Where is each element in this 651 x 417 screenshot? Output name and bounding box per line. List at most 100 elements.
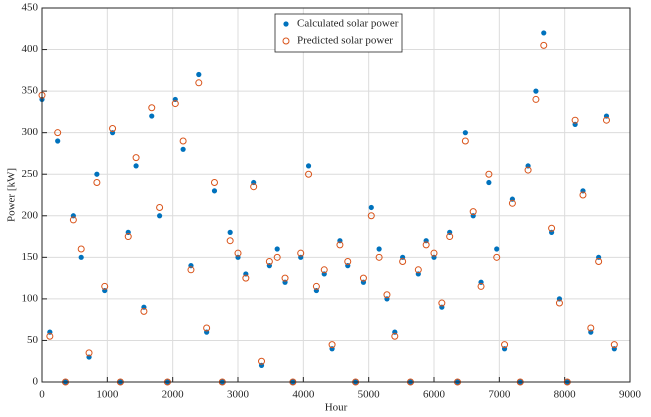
point: [132, 154, 140, 162]
point: [359, 274, 367, 282]
point: [156, 203, 164, 211]
point: [305, 163, 312, 169]
point: [579, 191, 587, 199]
legend-marker: [282, 37, 290, 45]
point: [610, 341, 618, 349]
point: [414, 266, 422, 274]
point: [297, 249, 305, 257]
x-tick-label: 7000: [488, 389, 511, 401]
point: [344, 257, 352, 265]
point: [422, 241, 430, 249]
point: [265, 257, 273, 265]
y-tick-label: 100: [22, 292, 39, 304]
point: [524, 166, 532, 174]
point: [376, 246, 382, 252]
point: [533, 88, 539, 94]
point: [320, 266, 328, 274]
point: [77, 245, 85, 253]
point: [148, 104, 156, 112]
point: [367, 212, 375, 220]
point: [85, 349, 93, 357]
y-tick-label: 300: [22, 126, 39, 138]
point: [210, 179, 218, 187]
point: [469, 208, 477, 216]
point: [226, 237, 234, 245]
point: [312, 282, 320, 290]
point: [462, 130, 468, 136]
point: [78, 254, 84, 260]
point: [461, 137, 469, 145]
point: [602, 116, 610, 124]
y-tick-label: 150: [22, 251, 39, 263]
y-tick-label: 250: [22, 168, 39, 180]
point: [493, 253, 501, 261]
point: [149, 113, 155, 119]
point: [571, 116, 579, 124]
point: [124, 233, 132, 241]
point: [485, 170, 493, 178]
point: [305, 170, 313, 178]
point: [171, 100, 179, 108]
x-tick-label: 3000: [227, 389, 250, 401]
point: [541, 30, 547, 36]
point: [69, 216, 77, 224]
legend-label: Calculated solar power: [297, 18, 399, 30]
point: [274, 246, 280, 252]
point: [336, 241, 344, 249]
point: [179, 137, 187, 145]
point: [486, 179, 492, 186]
point: [94, 171, 100, 177]
point: [587, 324, 595, 332]
x-tick-label: 8000: [554, 389, 577, 401]
point: [196, 71, 202, 78]
point: [383, 291, 391, 299]
point: [555, 299, 563, 307]
x-axis-label: Hour: [325, 402, 348, 414]
y-tick-label: 200: [22, 209, 39, 221]
legend-label: Predicted solar power: [297, 35, 393, 47]
y-tick-label: 350: [22, 85, 39, 97]
point: [446, 233, 454, 241]
y-tick-label: 50: [27, 334, 39, 346]
point: [242, 274, 250, 282]
point: [133, 163, 139, 169]
point: [54, 129, 62, 137]
point: [399, 257, 407, 265]
point: [438, 299, 446, 307]
y-tick-label: 0: [33, 376, 39, 388]
point: [494, 246, 500, 252]
point: [101, 282, 109, 290]
point: [477, 282, 485, 290]
y-axis-label: Power [kW]: [6, 168, 18, 222]
x-tick-label: 6000: [423, 389, 446, 401]
point: [109, 125, 117, 133]
point: [368, 204, 374, 211]
point: [595, 257, 603, 265]
point: [430, 249, 438, 257]
point: [195, 79, 203, 87]
legend-marker: [283, 21, 289, 27]
y-tick-label: 450: [22, 2, 39, 14]
point: [227, 229, 233, 235]
point: [375, 253, 383, 261]
point: [234, 249, 242, 257]
point: [187, 266, 195, 274]
x-tick-label: 1000: [96, 389, 119, 401]
point: [281, 274, 289, 282]
point: [250, 183, 258, 191]
x-tick-label: 2000: [162, 389, 185, 401]
x-tick-label: 9000: [619, 389, 642, 401]
point: [391, 332, 399, 340]
point: [501, 341, 509, 349]
point: [548, 224, 556, 232]
y-tick-label: 400: [22, 43, 39, 55]
point: [211, 188, 218, 194]
point: [93, 179, 101, 187]
point: [258, 357, 266, 365]
x-tick-label: 4000: [292, 389, 315, 401]
point: [532, 95, 540, 103]
plot-frame: [41, 7, 631, 383]
point: [203, 324, 211, 332]
